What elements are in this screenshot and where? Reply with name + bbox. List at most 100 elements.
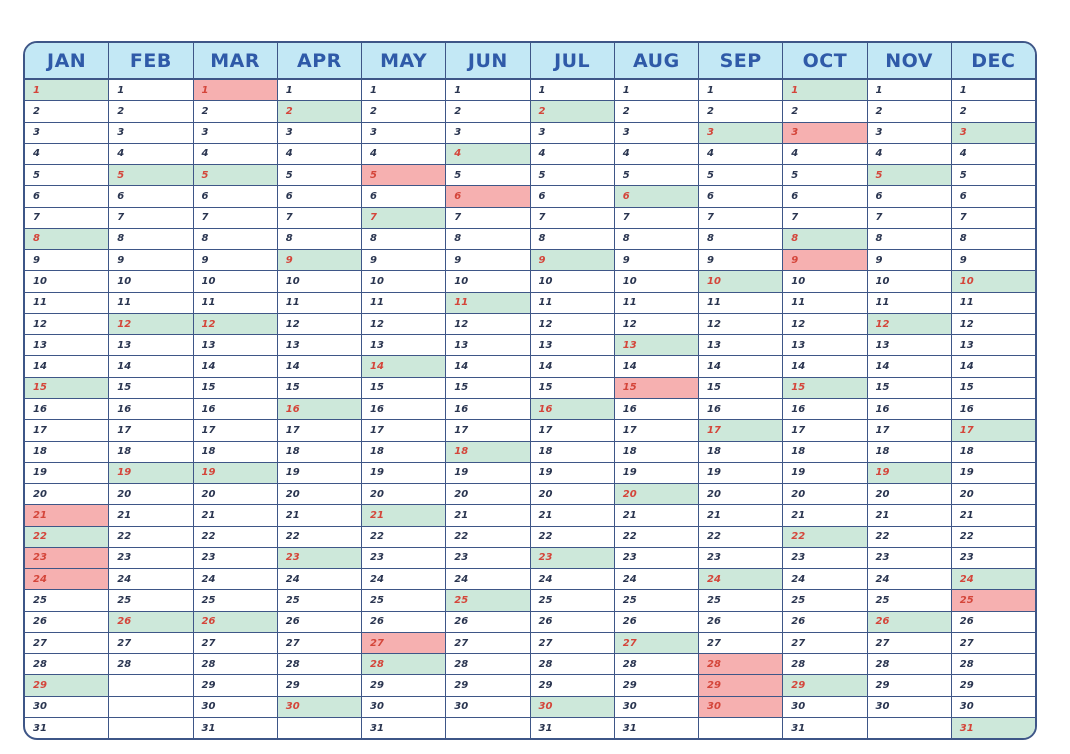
day-cell[interactable]: 9: [530, 250, 614, 272]
day-cell[interactable]: 29: [530, 675, 614, 697]
day-cell[interactable]: 27: [25, 633, 109, 655]
day-cell[interactable]: 25: [193, 590, 277, 612]
day-cell[interactable]: 9: [867, 250, 951, 272]
day-cell[interactable]: 28: [867, 654, 951, 676]
day-cell[interactable]: 31: [538, 722, 553, 734]
day-cell[interactable]: 21: [362, 505, 446, 527]
day-cell[interactable]: 28: [362, 654, 446, 676]
day-cell[interactable]: 2: [109, 101, 193, 123]
day-cell[interactable]: 2: [277, 101, 361, 123]
day-cell[interactable]: 27: [530, 633, 614, 655]
day-cell[interactable]: 31: [622, 722, 637, 734]
day-cell[interactable]: 2: [951, 101, 1035, 123]
day-cell[interactable]: 7: [867, 208, 951, 229]
day-cell[interactable]: 29: [951, 675, 1035, 697]
day-cell[interactable]: 1: [109, 80, 193, 102]
day-cell[interactable]: 23: [109, 548, 193, 570]
day-cell[interactable]: 21: [867, 505, 951, 527]
day-cell[interactable]: 22: [109, 527, 193, 548]
day-cell[interactable]: 13: [530, 335, 614, 357]
day-cell[interactable]: 11: [109, 293, 193, 314]
day-cell[interactable]: 17: [193, 420, 277, 442]
day-cell[interactable]: 22: [277, 527, 361, 548]
day-cell[interactable]: 31: [791, 722, 806, 734]
day-cell[interactable]: 14: [109, 356, 193, 378]
day-cell[interactable]: 17: [362, 420, 446, 442]
day-cell[interactable]: 17: [109, 420, 193, 442]
day-cell[interactable]: 23: [193, 548, 277, 570]
day-cell[interactable]: 23: [867, 548, 951, 570]
day-cell[interactable]: 1: [951, 80, 1035, 102]
day-cell[interactable]: 7: [530, 208, 614, 229]
day-cell[interactable]: 16: [783, 399, 867, 421]
day-cell[interactable]: 20: [109, 484, 193, 506]
day-cell[interactable]: 26: [951, 612, 1035, 633]
day-cell[interactable]: 13: [362, 335, 446, 357]
day-cell[interactable]: 14: [783, 356, 867, 378]
day-cell[interactable]: 24: [193, 569, 277, 591]
day-cell[interactable]: 1: [277, 80, 361, 102]
day-cell[interactable]: 4: [277, 144, 361, 166]
day-cell[interactable]: 8: [699, 229, 783, 251]
day-cell[interactable]: 21: [109, 505, 193, 527]
day-cell[interactable]: 24: [783, 569, 867, 591]
day-cell[interactable]: 14: [699, 356, 783, 378]
day-cell[interactable]: 2: [25, 101, 109, 123]
day-cell[interactable]: 8: [614, 229, 698, 251]
day-cell[interactable]: 15: [530, 378, 614, 399]
day-cell[interactable]: 5: [109, 165, 193, 187]
day-cell[interactable]: 9: [614, 250, 698, 272]
day-cell[interactable]: 25: [362, 590, 446, 612]
day-cell[interactable]: 10: [193, 271, 277, 293]
day-cell[interactable]: 31: [370, 722, 384, 734]
day-cell[interactable]: 10: [783, 271, 867, 293]
day-cell[interactable]: 2: [530, 101, 614, 123]
day-cell[interactable]: 18: [446, 441, 530, 463]
day-cell[interactable]: 22: [25, 526, 109, 548]
day-cell[interactable]: 16: [25, 399, 109, 421]
day-cell[interactable]: 6: [362, 186, 446, 208]
day-cell[interactable]: 25: [783, 590, 867, 612]
day-cell[interactable]: 26: [614, 612, 698, 633]
day-cell[interactable]: 26: [277, 612, 361, 633]
day-cell[interactable]: 15: [446, 378, 530, 399]
day-cell[interactable]: 5: [867, 165, 951, 187]
day-cell[interactable]: 10: [614, 271, 698, 293]
day-cell[interactable]: 17: [867, 420, 951, 442]
day-cell[interactable]: 9: [277, 250, 361, 272]
day-cell[interactable]: 18: [109, 442, 193, 463]
day-cell[interactable]: 6: [614, 186, 698, 208]
day-cell[interactable]: 24: [362, 569, 446, 591]
day-cell[interactable]: 21: [699, 505, 783, 527]
day-cell[interactable]: 18: [277, 442, 361, 463]
day-cell[interactable]: 11: [25, 293, 109, 314]
day-cell[interactable]: 5: [277, 165, 361, 187]
day-cell[interactable]: 30: [25, 697, 109, 718]
day-cell[interactable]: 4: [109, 144, 193, 166]
day-cell[interactable]: 21: [446, 505, 530, 527]
day-cell[interactable]: 30: [951, 697, 1035, 718]
day-cell[interactable]: 29: [25, 675, 109, 697]
day-cell[interactable]: 12: [277, 314, 361, 336]
day-cell[interactable]: 24: [277, 569, 361, 591]
day-cell[interactable]: 14: [867, 356, 951, 378]
day-cell[interactable]: 19: [446, 463, 530, 485]
day-cell[interactable]: 29: [446, 675, 530, 697]
day-cell[interactable]: 10: [446, 271, 530, 293]
day-cell[interactable]: 25: [25, 590, 109, 612]
day-cell[interactable]: 5: [614, 165, 698, 187]
day-cell[interactable]: 21: [277, 505, 361, 527]
day-cell[interactable]: 3: [109, 123, 193, 144]
day-cell[interactable]: 10: [25, 271, 109, 293]
day-cell[interactable]: 9: [193, 250, 277, 272]
day-cell[interactable]: 12: [614, 314, 698, 336]
day-cell[interactable]: 21: [614, 505, 698, 527]
day-cell[interactable]: 22: [362, 527, 446, 548]
day-cell[interactable]: 11: [362, 293, 446, 314]
day-cell[interactable]: 16: [951, 399, 1035, 421]
day-cell[interactable]: 13: [109, 335, 193, 357]
day-cell[interactable]: 27: [867, 633, 951, 655]
day-cell[interactable]: 22: [867, 527, 951, 548]
day-cell[interactable]: 7: [614, 208, 698, 229]
day-cell[interactable]: 1: [25, 80, 109, 102]
